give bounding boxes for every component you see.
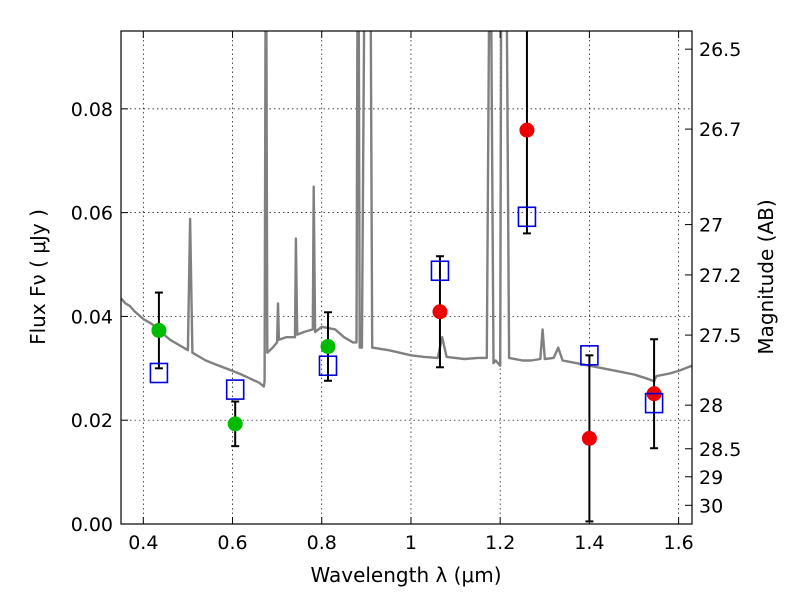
plot-frame	[120, 30, 693, 525]
green-data-point	[151, 322, 167, 338]
red-data-point	[581, 430, 597, 446]
x-tick-label: 1.6	[664, 532, 694, 554]
model-square-marker	[580, 345, 599, 366]
magnitude-tick-label: 27.5	[699, 325, 741, 347]
y-axis-label: Flux Fν ( μJy )	[26, 209, 50, 345]
magnitude-tick-label: 27	[699, 215, 723, 237]
model-spectrum-line	[121, 31, 692, 388]
x-tick-label: 1.4	[574, 532, 604, 554]
y-tick-label: 0.00	[71, 514, 113, 536]
y-tick-label: 0.08	[71, 99, 113, 121]
magnitude-tick-label: 30	[699, 495, 723, 517]
model-spectrum-group	[121, 31, 692, 388]
x-tick-label: 1	[405, 532, 417, 554]
x-tick-label: 0.4	[128, 532, 158, 554]
magnitude-tick-label: 27.2	[699, 265, 741, 287]
green-data-point	[320, 339, 336, 355]
magnitude-axis-label: Magnitude (AB)	[754, 199, 778, 354]
model-square-marker	[517, 206, 537, 228]
magnitude-tick-label: 28.5	[699, 439, 741, 461]
magnitude-tick-label: 28	[699, 395, 723, 417]
red-data-point	[519, 122, 535, 138]
x-axis-ticks: 0.4 0.6 0.8 1 1.2 1.4 1.6	[128, 31, 694, 554]
red-data-point	[432, 304, 448, 320]
model-square-marker	[430, 260, 450, 282]
x-axis-label: Wavelength λ (μm)	[310, 563, 501, 587]
model-square-marker	[318, 355, 338, 377]
magnitude-tick-label: 26.7	[699, 119, 741, 141]
y-axis-ticks: 0.00 0.02 0.04 0.06 0.08	[71, 99, 128, 536]
magnitude-axis-ticks: 26.5 26.7 27 27.2 27.5 28 28.5 29 30	[685, 39, 741, 517]
model-square-marker	[644, 392, 664, 414]
magnitude-tick-label: 26.5	[699, 39, 741, 61]
y-tick-label: 0.04	[71, 306, 113, 328]
magnitude-tick-label: 29	[699, 467, 723, 489]
model-square-marker	[225, 379, 245, 400]
y-tick-label: 0.02	[71, 410, 113, 432]
green-data-point	[227, 416, 243, 432]
data-points-group	[149, 122, 664, 446]
model-square-marker	[149, 362, 169, 384]
y-tick-label: 0.06	[71, 203, 113, 225]
x-tick-label: 0.8	[307, 532, 337, 554]
grid-lines	[121, 31, 692, 524]
x-tick-label: 1.2	[485, 532, 515, 554]
x-tick-label: 0.6	[217, 532, 247, 554]
